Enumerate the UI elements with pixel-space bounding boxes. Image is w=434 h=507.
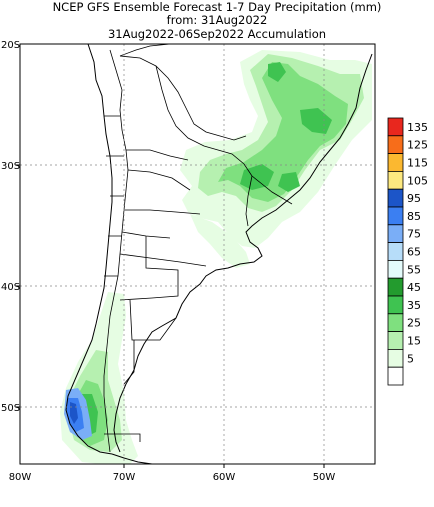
- legend-swatch: [387, 348, 404, 368]
- legend-swatch: [387, 170, 404, 190]
- legend-swatch: [387, 313, 404, 332]
- legend-swatch: [387, 259, 404, 279]
- precip-area-pampas: [190, 214, 250, 268]
- border-brazil-bolivia: [119, 44, 171, 57]
- legend-swatch: [387, 277, 404, 297]
- legend-swatch: [387, 117, 404, 137]
- precipitation-legend: 135 125 115 105 95 85 75 65 55 45 35 25 15 5: [387, 117, 428, 386]
- lon-label-70w: 70W: [113, 472, 136, 483]
- legend-label: 25: [407, 317, 421, 330]
- legend-label: 135: [407, 121, 428, 134]
- legend-swatch: [387, 242, 404, 261]
- pacific-coastline: [65, 44, 113, 455]
- legend-label: 55: [407, 263, 421, 276]
- legend-label: 75: [407, 228, 421, 241]
- legend-label: 105: [407, 174, 428, 187]
- country-borders: [103, 44, 293, 453]
- border-uruguay-argentina: [245, 175, 253, 227]
- map-title: NCEP GFS Ensemble Forecast 1-7 Day Preci…: [52, 0, 382, 14]
- border-falklands-box: [104, 433, 141, 442]
- precip-area-patagonia-max: [70, 402, 78, 424]
- border-chile-regions: [104, 115, 124, 277]
- legend-label: 35: [407, 299, 421, 312]
- tierra-del-fuego: [111, 453, 153, 464]
- legend-swatch: [387, 295, 404, 315]
- legend-swatch: [387, 366, 404, 386]
- border-bolivia-paraguay: [119, 55, 247, 141]
- atlantic-coastline: [113, 53, 373, 453]
- lat-label-50s: 50S: [1, 403, 20, 414]
- precip-area-brazil-35: [240, 62, 332, 192]
- lon-label-80w: 80W: [9, 472, 32, 483]
- border-paraguay-argentina: [155, 65, 253, 177]
- legend-swatch: [387, 224, 404, 244]
- legend-label: 15: [407, 335, 421, 348]
- border-argentina-provinces-1: [119, 149, 207, 267]
- map-frame: [19, 43, 376, 465]
- legend-label: 85: [407, 210, 421, 223]
- legend-label: 65: [407, 246, 421, 259]
- legend-label: 95: [407, 192, 421, 205]
- lat-label-30s: 30S: [1, 161, 20, 172]
- lon-label-50w: 50W: [313, 472, 336, 483]
- legend-swatch: [387, 331, 404, 350]
- legend-label: 5: [407, 352, 414, 365]
- coastline: [65, 44, 373, 464]
- latitude-labels: 20S 30S 40S 50S: [1, 40, 20, 414]
- graticule: [20, 44, 375, 464]
- longitude-labels: 80W 70W 60W 50W: [9, 472, 336, 483]
- legend-label: 125: [407, 139, 428, 152]
- map-area: [20, 44, 375, 464]
- legend-swatch: [387, 153, 404, 172]
- axis-ticks: [16, 164, 325, 468]
- map-subtitle-from: from: 31Aug2022: [166, 13, 268, 27]
- precip-area-brazil-25: [218, 62, 348, 202]
- legend-swatch: [387, 188, 404, 208]
- border-argentina-provinces-2: [119, 236, 179, 385]
- lon-label-60w: 60W: [213, 472, 236, 483]
- legend-swatch: [387, 206, 404, 226]
- lat-label-20s: 20S: [1, 40, 20, 51]
- legend-label: 115: [407, 157, 428, 170]
- lat-label-40s: 40S: [1, 282, 20, 293]
- border-brazil-uruguay: [251, 175, 293, 205]
- legend-label: 45: [407, 281, 421, 294]
- legend-swatch: [387, 135, 404, 155]
- map-subtitle-period: 31Aug2022-06Sep2022 Accumulation: [107, 27, 327, 41]
